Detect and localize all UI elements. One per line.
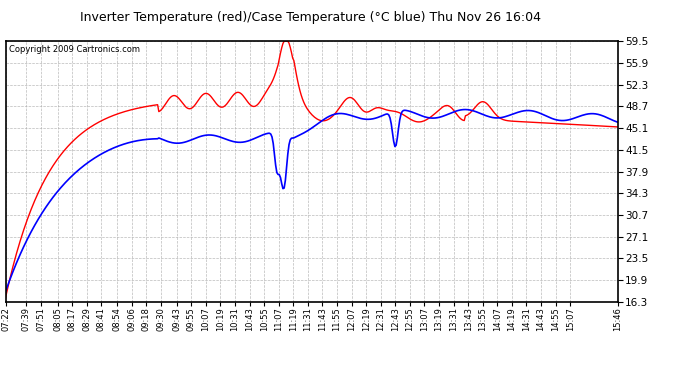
Text: Inverter Temperature (red)/Case Temperature (°C blue) Thu Nov 26 16:04: Inverter Temperature (red)/Case Temperat… xyxy=(80,11,541,24)
Text: Copyright 2009 Cartronics.com: Copyright 2009 Cartronics.com xyxy=(8,45,139,54)
